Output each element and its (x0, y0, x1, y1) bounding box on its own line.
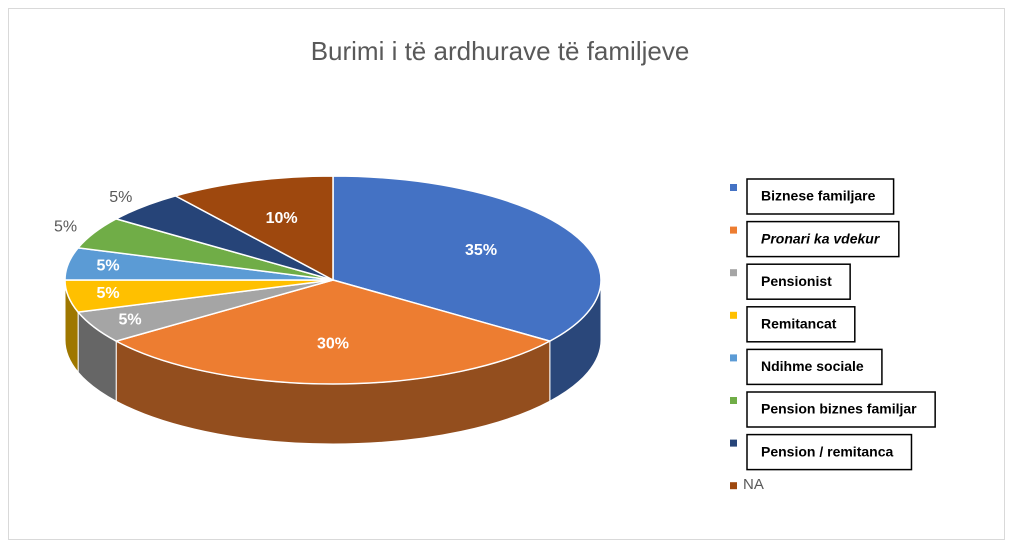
legend-marker (730, 184, 737, 191)
legend-box (746, 263, 851, 300)
data-label: 30% (317, 336, 349, 353)
legend-marker (730, 311, 737, 319)
legend-box (746, 348, 883, 386)
data-label: 10% (266, 210, 298, 227)
data-label: 5% (96, 257, 119, 274)
data-label: 5% (109, 189, 132, 206)
data-label: 5% (54, 218, 77, 235)
legend-marker (730, 439, 737, 447)
legend-label: Pension biznes familjar (761, 401, 917, 417)
data-label: 5% (118, 311, 141, 328)
legend-box (746, 433, 913, 471)
chart-title: Burimi i të ardhurave të familjeve (311, 36, 690, 66)
legend-marker (730, 226, 737, 234)
legend-label: Ndihme sociale (761, 358, 864, 374)
legend-marker (730, 397, 737, 404)
legend-marker (730, 269, 737, 277)
legend-box (746, 306, 856, 343)
data-label: 35% (465, 242, 497, 259)
pie-slice (173, 175, 334, 282)
data-label: 5% (96, 285, 119, 302)
legend-label: Pension / remitanca (761, 443, 893, 459)
legend-box (746, 178, 895, 215)
legend-marker (730, 482, 737, 490)
legend-box (746, 391, 936, 428)
legend-label: Pensionist (761, 273, 832, 289)
legend-label: Biznese familjare (761, 188, 876, 204)
pie-slice (332, 175, 602, 342)
legend-label: Remitancat (761, 316, 837, 332)
legend-box (746, 220, 900, 258)
legend-label: Pronari ka vdekur (761, 230, 881, 246)
legend-marker (730, 354, 737, 362)
legend-label: NA (743, 476, 764, 493)
pie-slice (114, 279, 552, 385)
